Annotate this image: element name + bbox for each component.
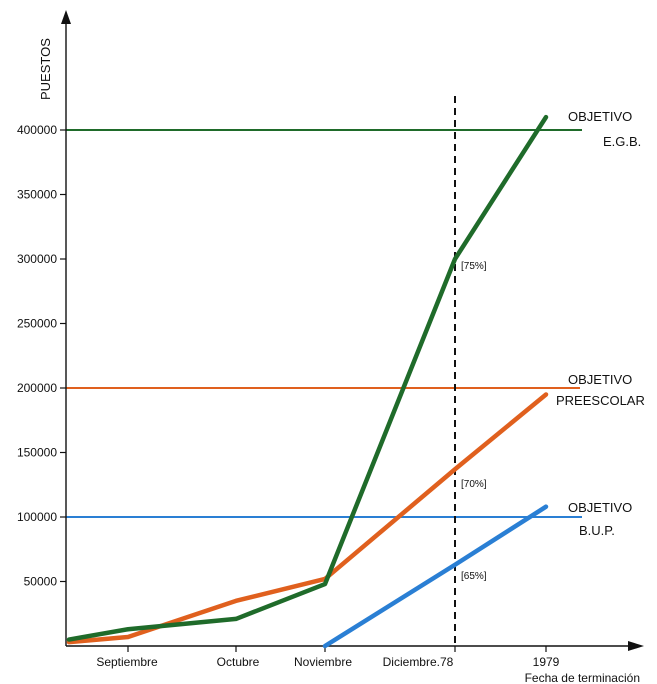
y-tick-label: 250000: [17, 317, 57, 331]
series-line-e-g-b: [69, 117, 546, 639]
series-line-b-u-p: [325, 507, 546, 646]
target-label-objetivo: OBJETIVO: [568, 500, 632, 515]
target-label-name: E.G.B.: [603, 134, 641, 149]
x-axis-arrow: [628, 641, 644, 651]
y-tick-label: 150000: [17, 446, 57, 460]
y-tick-label: 350000: [17, 188, 57, 202]
target-label-name: PREESCOLAR: [556, 393, 645, 408]
series-lines: [69, 117, 546, 646]
y-tick-label: 200000: [17, 381, 57, 395]
target-label-objetivo: OBJETIVO: [568, 109, 632, 124]
y-tick-label: 100000: [17, 510, 57, 524]
x-tick-label: 1979: [533, 655, 560, 669]
percent-annotation: [65%]: [461, 571, 487, 582]
chart-labels: PUESTOS Fecha de terminación OBJETIVO E.G.B…: [38, 38, 645, 684]
x-tick-label: Octubre: [217, 655, 260, 669]
x-tick-label: Septiembre: [96, 655, 158, 669]
y-axis-arrow: [61, 10, 71, 24]
percent-annotation: [75%]: [461, 261, 487, 272]
x-axis-title: Fecha de terminación: [525, 671, 640, 684]
percent-annotation: [70%]: [461, 479, 487, 490]
y-tick-label: 400000: [17, 123, 57, 137]
x-tick-label: Diciembre.78: [383, 655, 454, 669]
y-tick-label: 50000: [24, 575, 58, 589]
x-tick-label: Noviembre: [294, 655, 352, 669]
target-label-objetivo: OBJETIVO: [568, 372, 632, 387]
target-label-name: B.U.P.: [579, 523, 615, 538]
y-tick-label: 300000: [17, 252, 57, 266]
series-line-preescolar: [69, 394, 546, 642]
y-axis-title: PUESTOS: [38, 38, 53, 100]
